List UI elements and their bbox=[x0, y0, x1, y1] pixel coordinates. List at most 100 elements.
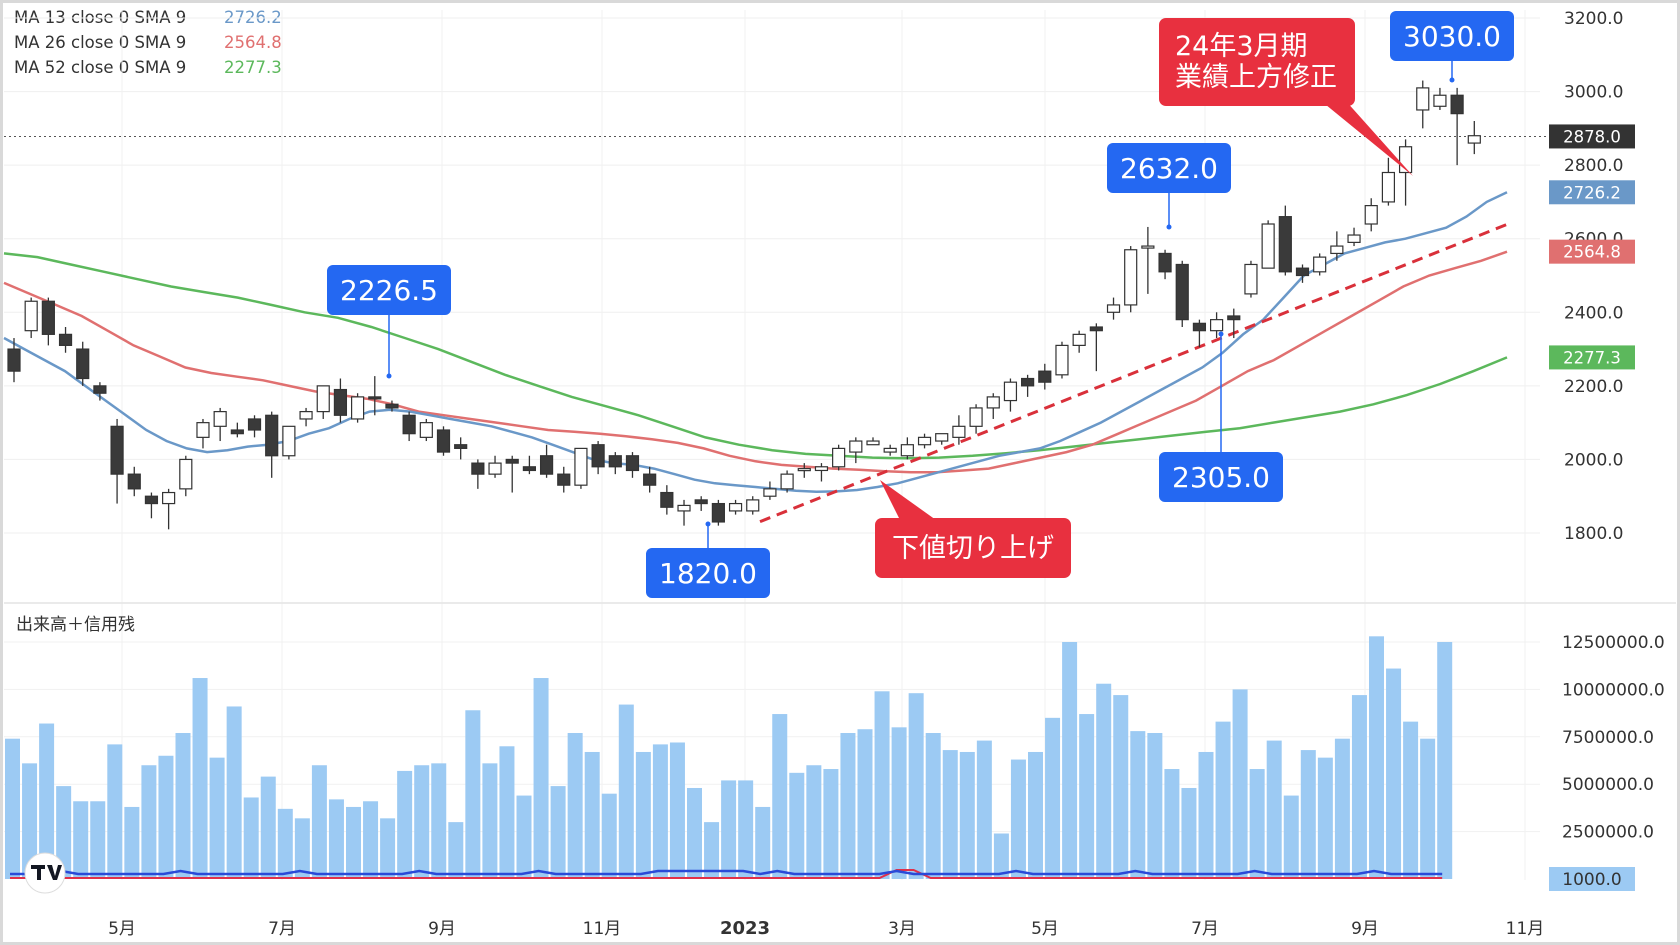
volume-bar bbox=[840, 733, 856, 879]
candle-body bbox=[522, 466, 537, 472]
candle bbox=[539, 444, 554, 478]
candle bbox=[24, 297, 38, 339]
candle bbox=[1467, 121, 1481, 155]
callout-3030-box bbox=[1390, 11, 1514, 61]
callout-2632: 2632.0 bbox=[1107, 143, 1231, 230]
candle-body bbox=[1416, 87, 1430, 111]
volume-bar bbox=[1147, 733, 1163, 879]
legend-ma52-name: MA 52 close 0 SMA 9 bbox=[14, 58, 187, 77]
candle-body bbox=[591, 444, 605, 468]
candle-body bbox=[505, 458, 519, 464]
callout-2305-dot bbox=[1218, 331, 1224, 337]
candle bbox=[1089, 323, 1103, 372]
tradingview-logo bbox=[24, 852, 66, 894]
volume-bar bbox=[346, 806, 361, 879]
candle-body bbox=[1192, 322, 1207, 332]
candle bbox=[1433, 87, 1447, 110]
candle bbox=[179, 455, 193, 497]
volume-bar bbox=[1113, 695, 1129, 879]
candle-body bbox=[1278, 216, 1292, 273]
candle-body bbox=[986, 396, 1000, 409]
candle-body bbox=[883, 447, 897, 453]
margin-sell-line bbox=[10, 869, 1443, 879]
volume-bar bbox=[431, 763, 447, 879]
candle-body bbox=[780, 473, 794, 490]
volume-bar bbox=[1130, 731, 1146, 879]
volume-bar bbox=[328, 799, 344, 879]
price-tick-label: 3000.0 bbox=[1564, 83, 1623, 103]
volume-bar bbox=[5, 738, 20, 879]
volume-bar bbox=[738, 780, 754, 879]
candle-body bbox=[660, 491, 674, 508]
candle bbox=[1175, 260, 1189, 327]
candle bbox=[1192, 319, 1207, 348]
candle bbox=[1227, 308, 1241, 339]
candle bbox=[574, 447, 588, 489]
candle bbox=[917, 433, 932, 449]
volume-bar bbox=[1062, 642, 1078, 879]
candle bbox=[969, 404, 983, 434]
ma26-line bbox=[3, 250, 1508, 474]
candle bbox=[660, 485, 674, 515]
candle bbox=[93, 382, 107, 401]
volume-bar bbox=[277, 808, 293, 879]
candle bbox=[144, 492, 159, 519]
volume-bar bbox=[1386, 668, 1402, 879]
volume-tick-label: 2500000.0 bbox=[1562, 823, 1654, 843]
volume-bar bbox=[311, 765, 327, 879]
price-tick-label: 2400.0 bbox=[1564, 303, 1623, 323]
candle-body bbox=[488, 462, 502, 475]
candle bbox=[385, 400, 399, 412]
candle bbox=[849, 437, 863, 464]
price-badge bbox=[1549, 180, 1635, 205]
price-badge-label: 2564.8 bbox=[1563, 243, 1621, 262]
candle-body bbox=[1381, 171, 1396, 203]
candle bbox=[1124, 246, 1138, 313]
volume-bar bbox=[22, 763, 38, 879]
candle-body bbox=[1261, 223, 1275, 269]
volume-bar bbox=[192, 678, 208, 879]
volume-bar bbox=[39, 723, 55, 879]
candle-body bbox=[935, 433, 949, 442]
volume-bar bbox=[141, 765, 157, 879]
time-tick-label: 7月 bbox=[268, 919, 296, 939]
volume-bar bbox=[669, 742, 685, 879]
candle bbox=[299, 407, 313, 427]
candle bbox=[41, 297, 55, 346]
volume-bar bbox=[448, 822, 464, 879]
candle bbox=[196, 418, 210, 449]
candle-body bbox=[900, 444, 914, 457]
volume-bar bbox=[1164, 769, 1180, 879]
ma52-line bbox=[3, 252, 1508, 460]
candle bbox=[58, 327, 73, 353]
candle-body bbox=[93, 385, 107, 394]
volume-bar bbox=[294, 818, 310, 879]
candle bbox=[832, 444, 846, 471]
candle-body bbox=[866, 440, 880, 446]
margin-lines bbox=[10, 869, 1443, 879]
candle bbox=[162, 488, 176, 530]
margin-buy-line bbox=[10, 869, 1443, 876]
candle bbox=[1055, 341, 1069, 379]
candle-body bbox=[1038, 370, 1052, 383]
callout-2305-label: 2305.0 bbox=[1172, 461, 1270, 494]
candle bbox=[952, 415, 966, 445]
volume-bar bbox=[56, 786, 72, 879]
candle-body bbox=[608, 455, 622, 468]
volume-bar bbox=[908, 693, 924, 879]
candle-body bbox=[402, 414, 416, 435]
time-tick-label: 5月 bbox=[108, 919, 136, 939]
candle-body bbox=[1141, 245, 1155, 249]
candle-body bbox=[76, 348, 90, 380]
candle bbox=[402, 411, 416, 442]
candle bbox=[1261, 220, 1275, 269]
candle bbox=[608, 452, 622, 475]
volume-bar bbox=[226, 706, 242, 879]
volume-badge bbox=[1549, 867, 1635, 891]
candle bbox=[505, 455, 519, 493]
logo-mark bbox=[31, 865, 62, 880]
volume-bar bbox=[789, 772, 805, 879]
